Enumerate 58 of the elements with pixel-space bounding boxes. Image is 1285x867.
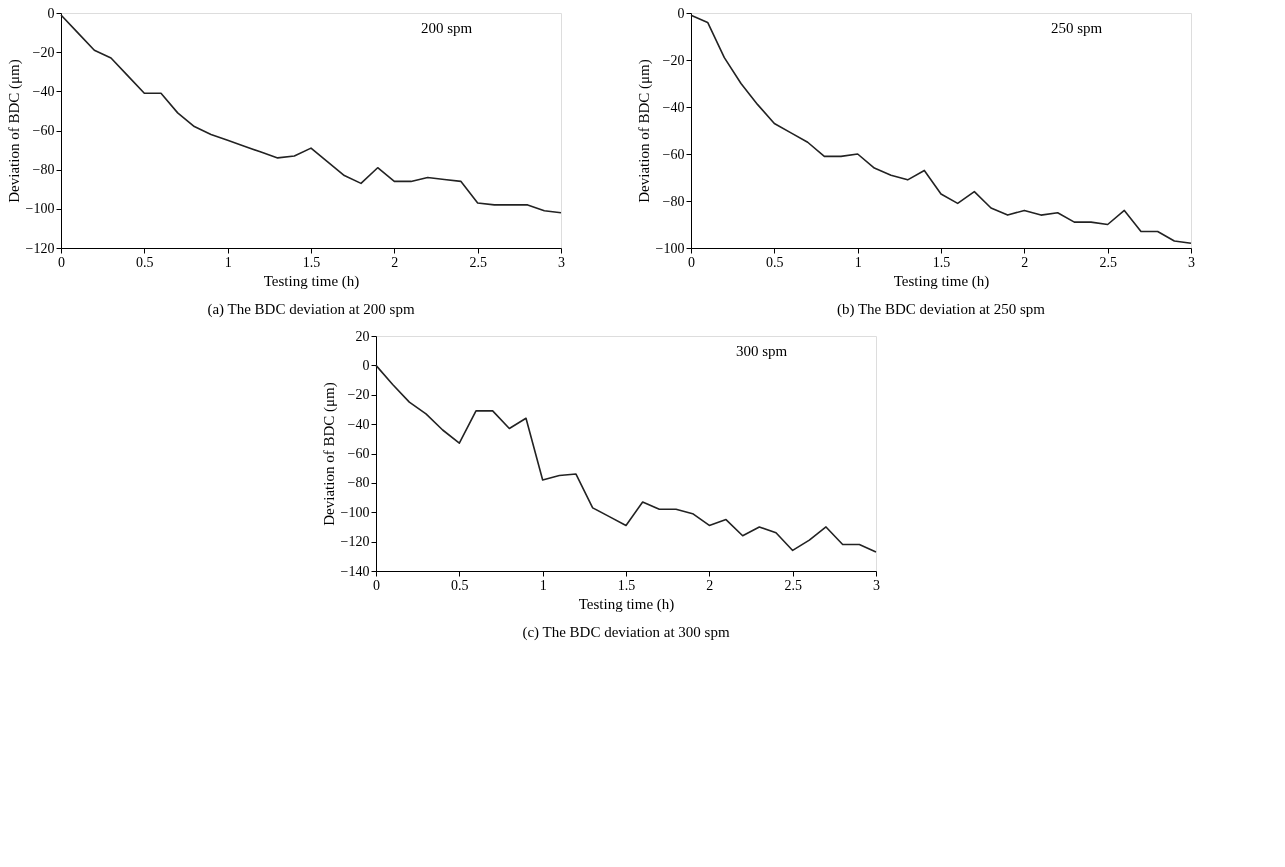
- annotation: 250 spm: [1051, 20, 1103, 36]
- x-tick-label: 0: [688, 254, 695, 270]
- y-tick-label: −120: [340, 534, 370, 550]
- x-tick-label: 0.5: [451, 577, 469, 593]
- text: (c) The BDC deviation at 300 spm: [522, 624, 730, 641]
- x-tick-label: 2.5: [1099, 254, 1117, 270]
- y-tick-label: −80: [32, 162, 55, 178]
- y-tick-label: −120: [25, 240, 55, 256]
- x-tick-label: 1.5: [932, 254, 951, 270]
- x-tick-label: 1: [539, 577, 547, 593]
- x-tick-label: 0: [58, 254, 65, 270]
- x-tick-label: 3: [558, 254, 565, 270]
- x-axis-title: Testing time (h): [578, 595, 675, 613]
- text: (b) The BDC deviation at 250 spm: [836, 301, 1046, 318]
- line-series: [375, 364, 877, 553]
- x-tick-label: 1: [224, 254, 232, 270]
- x-tick-label: 1: [854, 254, 862, 270]
- y-tick-label: −80: [662, 193, 685, 209]
- y-tick-label: −140: [340, 563, 370, 579]
- x-tick-label: 0: [373, 577, 380, 593]
- y-axis-title: Deviation of BDC (μm): [320, 382, 338, 526]
- x-axis-title: Testing time (h): [263, 272, 360, 290]
- y-tick-label: −80: [347, 475, 370, 491]
- annotation: 200 spm: [421, 20, 473, 36]
- y-tick-label: −40: [32, 83, 55, 99]
- x-tick-label: 2: [706, 577, 714, 593]
- y-tick-label: −40: [347, 416, 370, 432]
- y-tick-label: 0: [677, 5, 685, 21]
- x-tick-label: 2.5: [784, 577, 802, 593]
- y-tick-label: −40: [662, 99, 685, 115]
- y-tick-label: −20: [32, 44, 55, 60]
- y-tick-label: 0: [47, 5, 55, 21]
- annotation: 300 spm: [736, 343, 788, 359]
- x-tick-label: 2.5: [469, 254, 487, 270]
- x-axis-title: Testing time (h): [893, 272, 990, 290]
- y-tick-label: −20: [347, 387, 370, 403]
- y-tick-label: 20: [355, 328, 370, 344]
- line-series: [690, 14, 1192, 245]
- y-tick-label: −100: [25, 201, 55, 217]
- x-tick-label: 0.5: [136, 254, 154, 270]
- line-series: [60, 14, 562, 214]
- y-tick-label: −100: [655, 240, 685, 256]
- y-tick-label: −60: [32, 123, 55, 138]
- x-tick-label: 0.5: [766, 254, 784, 270]
- y-axis-title: Deviation of BDC (μm): [635, 59, 653, 203]
- x-tick-label: 2: [1021, 254, 1029, 270]
- x-tick-label: 2: [391, 254, 399, 270]
- y-tick-label: −100: [340, 504, 370, 520]
- y-axis-title: Deviation of BDC (μm): [5, 59, 23, 203]
- x-tick-label: 1.5: [617, 577, 636, 593]
- x-tick-label: 3: [873, 577, 880, 593]
- x-tick-label: 3: [1188, 254, 1195, 270]
- y-tick-label: −60: [662, 146, 685, 162]
- y-tick-label: 0: [362, 357, 370, 373]
- text: (a) The BDC deviation at 200 spm: [207, 301, 415, 318]
- y-tick-label: −20: [662, 52, 685, 68]
- y-tick-label: −60: [347, 446, 370, 461]
- x-tick-label: 1.5: [302, 254, 321, 270]
